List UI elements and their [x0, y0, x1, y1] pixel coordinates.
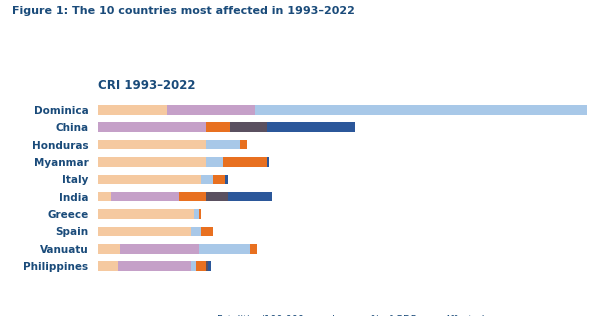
- Bar: [98, 157, 206, 167]
- Legend: Fatalities/100,000, Affected/100,000, Losses, % of GDP, Fatalities, Affected, Lo: Fatalities/100,000, Affected/100,000, Lo…: [196, 311, 489, 316]
- Bar: [98, 209, 194, 219]
- Bar: [206, 157, 223, 167]
- Bar: [206, 261, 209, 271]
- Bar: [198, 244, 250, 254]
- Bar: [208, 261, 211, 271]
- Bar: [98, 140, 206, 149]
- Bar: [254, 105, 587, 115]
- Bar: [206, 122, 230, 132]
- Bar: [267, 157, 269, 167]
- Bar: [213, 174, 225, 184]
- Bar: [98, 227, 191, 236]
- Bar: [206, 192, 228, 202]
- Bar: [98, 244, 120, 254]
- Bar: [98, 174, 201, 184]
- Bar: [201, 227, 213, 236]
- Bar: [120, 244, 198, 254]
- Text: CRI 1993–2022: CRI 1993–2022: [98, 79, 196, 92]
- Bar: [98, 105, 167, 115]
- Bar: [98, 122, 206, 132]
- Bar: [179, 192, 206, 202]
- Bar: [191, 261, 196, 271]
- Bar: [118, 261, 191, 271]
- Bar: [98, 261, 118, 271]
- Bar: [198, 209, 201, 219]
- Bar: [191, 227, 201, 236]
- Bar: [228, 192, 272, 202]
- Text: Figure 1: The 10 countries most affected in 1993–2022: Figure 1: The 10 countries most affected…: [12, 6, 355, 16]
- Bar: [206, 140, 240, 149]
- Bar: [111, 192, 179, 202]
- Bar: [223, 157, 267, 167]
- Bar: [196, 261, 206, 271]
- Bar: [225, 174, 228, 184]
- Bar: [230, 122, 267, 132]
- Bar: [194, 209, 198, 219]
- Bar: [201, 174, 213, 184]
- Bar: [240, 140, 247, 149]
- Bar: [98, 192, 111, 202]
- Bar: [167, 105, 254, 115]
- Bar: [250, 244, 257, 254]
- Bar: [267, 122, 355, 132]
